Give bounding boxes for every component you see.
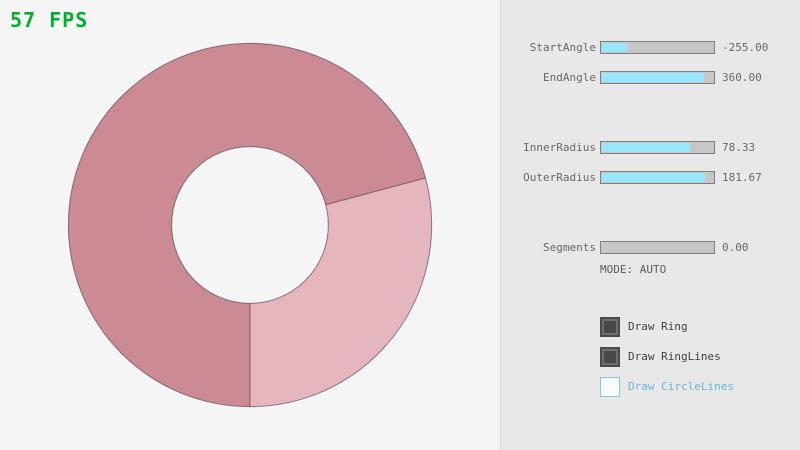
slider-label-end-angle: EndAngle — [543, 71, 596, 84]
checkbox-draw-ringlines[interactable] — [600, 347, 620, 367]
slider-label-segments: Segments — [543, 241, 596, 254]
slider-fill-outer-radius — [602, 173, 705, 182]
slider-start-angle[interactable] — [600, 41, 715, 54]
mode-indicator: MODE: AUTO — [600, 263, 667, 276]
checkbox-draw-ring[interactable] — [600, 317, 620, 337]
slider-fill-end-angle — [602, 73, 704, 82]
slider-value-outer-radius: 181.67 — [722, 171, 762, 184]
slider-end-angle[interactable] — [600, 71, 715, 84]
slider-value-end-angle: 360.00 — [722, 71, 762, 84]
checkbox-label-draw-circlelines: Draw CircleLines — [628, 380, 734, 393]
slider-label-start-angle: StartAngle — [529, 41, 596, 54]
checkbox-label-draw-ring: Draw Ring — [628, 320, 688, 333]
checkbox-draw-circlelines[interactable] — [600, 377, 620, 397]
slider-inner-radius[interactable] — [600, 141, 715, 154]
slider-value-inner-radius: 78.33 — [722, 141, 756, 154]
checkbox-label-draw-ringlines: Draw RingLines — [628, 350, 721, 363]
slider-value-segments: 0.00 — [722, 241, 749, 254]
slider-outer-radius[interactable] — [600, 171, 715, 184]
donut-ring-chart — [67, 42, 433, 408]
slider-value-start-angle: -255.00 — [722, 41, 769, 54]
slider-fill-start-angle — [602, 43, 627, 52]
fps-counter: 57 FPS — [10, 8, 89, 32]
slider-label-outer-radius: OuterRadius — [523, 171, 596, 184]
slider-fill-inner-radius — [602, 143, 691, 152]
slider-label-inner-radius: InnerRadius — [523, 141, 596, 154]
slider-segments[interactable] — [600, 241, 715, 254]
